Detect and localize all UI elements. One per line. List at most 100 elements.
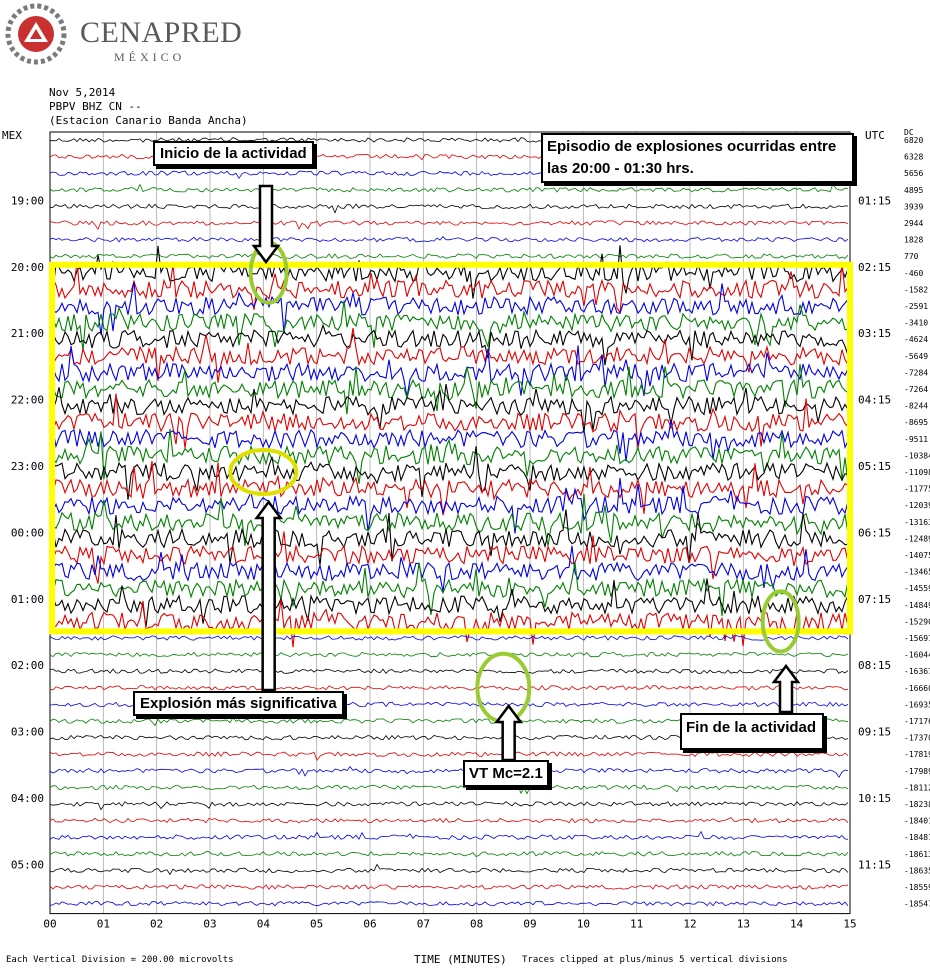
dc-offset-label: -11098 xyxy=(904,468,930,477)
dc-offset-label: -16935 xyxy=(904,700,930,709)
dc-offset-label: -18635 xyxy=(904,866,930,875)
dc-offset-label: -2591 xyxy=(904,302,928,311)
right-hour-label: 02:15 xyxy=(858,261,891,274)
dc-offset-label: -10384 xyxy=(904,451,930,460)
seismogram-trace xyxy=(49,531,849,584)
right-hour-label: 03:15 xyxy=(858,327,891,340)
left-hour-label: 00:00 xyxy=(11,526,44,539)
dc-offset-label: -9511 xyxy=(904,435,928,444)
vt-annotation: VT Mc=2.1 xyxy=(463,760,549,787)
right-hour-label: 01:15 xyxy=(858,194,891,207)
seismogram-trace xyxy=(49,562,849,617)
seismogram-trace xyxy=(49,784,849,795)
left-hour-label: 01:00 xyxy=(11,593,44,606)
event-circle xyxy=(228,448,299,496)
seismogram-trace xyxy=(49,236,849,243)
dc-offset-label: -14559 xyxy=(904,584,930,593)
right-hour-label: 08:15 xyxy=(858,659,891,672)
seismogram-trace xyxy=(49,900,849,907)
seismogram-trace xyxy=(49,327,849,383)
dc-offset-label: -18401 xyxy=(904,817,930,826)
dc-offset-label: -18547 xyxy=(904,900,930,909)
dc-offset-label: -17176 xyxy=(904,717,930,726)
seismogram-trace xyxy=(49,477,849,534)
dc-offset-label: -5649 xyxy=(904,352,928,361)
dc-offset-label: 770 xyxy=(904,252,919,261)
seismogram-trace xyxy=(49,884,849,890)
seismogram-trace xyxy=(49,261,849,315)
dc-offset-label: -1582 xyxy=(904,285,928,294)
station-code: PBPV BHZ CN -- xyxy=(49,100,142,113)
seismogram-trace xyxy=(49,685,849,691)
dc-offset-label: 6820 xyxy=(904,136,923,145)
seismogram-trace xyxy=(49,635,849,641)
left-hour-label: 02:00 xyxy=(11,659,44,672)
dc-offset-label: 5656 xyxy=(904,169,923,178)
episode-annotation: Episodio de explosiones ocurridas entre … xyxy=(541,133,854,183)
seismogram-trace xyxy=(49,578,849,627)
seismogram-trace xyxy=(49,250,849,259)
x-tick-label: 02 xyxy=(150,918,163,931)
end-arrow xyxy=(771,663,801,714)
x-axis-label: TIME (MINUTES) xyxy=(414,953,507,966)
seismogram-trace xyxy=(49,863,849,876)
dc-offset-label: -18481 xyxy=(904,833,930,842)
left-hour-label: 22:00 xyxy=(11,394,44,407)
seismogram-trace xyxy=(49,220,849,231)
seismogram-trace xyxy=(49,345,849,398)
seismogram-trace xyxy=(49,765,849,779)
dc-offset-label: -3410 xyxy=(904,319,928,328)
seismogram-trace xyxy=(49,420,849,462)
left-hour-label: 20:00 xyxy=(11,261,44,274)
seismogram-trace xyxy=(49,493,849,547)
dc-offset-label: -12489 xyxy=(904,534,930,543)
dc-offset-label: -18559 xyxy=(904,883,930,892)
left-hour-label: 04:00 xyxy=(11,792,44,805)
seismogram-trace xyxy=(49,651,849,658)
dc-offset-label: -16044 xyxy=(904,651,930,660)
dc-offset-label: -18613 xyxy=(904,850,930,859)
right-hour-label: 09:15 xyxy=(858,726,891,739)
end-annotation: Fin de la actividad xyxy=(680,713,825,750)
seismogram-trace xyxy=(49,851,849,857)
x-tick-label: 06 xyxy=(363,918,376,931)
cenapred-logo: CENAPRED MÉXICO xyxy=(4,2,242,70)
seismogram-trace xyxy=(49,751,849,762)
dc-offset-label: -13465 xyxy=(904,568,930,577)
dc-offset-label: -16660 xyxy=(904,684,930,693)
vt-arrow xyxy=(494,703,524,762)
x-tick-label: 11 xyxy=(630,918,643,931)
x-tick-label: 13 xyxy=(737,918,750,931)
logo-title: CENAPRED xyxy=(80,16,243,49)
seismogram-trace xyxy=(49,668,849,675)
seismogram-trace xyxy=(49,245,849,299)
dc-offset-label: -14849 xyxy=(904,601,930,610)
dc-offset-label: -7264 xyxy=(904,385,928,394)
right-hour-label: 05:15 xyxy=(858,460,891,473)
x-tick-label: 07 xyxy=(417,918,430,931)
left-hour-label: 03:00 xyxy=(11,726,44,739)
station-name: (Estacion Canario Banda Ancha) xyxy=(49,114,248,127)
dc-offset-label: -14075 xyxy=(904,551,930,560)
right-hour-label: 04:15 xyxy=(858,394,891,407)
seismogram-trace xyxy=(49,384,849,433)
left-hour-label: 21:00 xyxy=(11,327,44,340)
left-hour-label: 23:00 xyxy=(11,460,44,473)
dc-offset-label: 2944 xyxy=(904,219,923,228)
dc-offset-label: -12039 xyxy=(904,501,930,510)
seismogram-trace xyxy=(49,281,849,335)
biggest-explosion-annotation: Explosión más significativa xyxy=(133,691,344,716)
x-tick-label: 14 xyxy=(790,918,804,931)
seismogram-trace xyxy=(49,183,849,193)
tz-right-label: UTC xyxy=(865,129,885,142)
dc-offset-label: -460 xyxy=(904,269,923,278)
biggest-explosion-arrow xyxy=(254,499,284,692)
event-circle xyxy=(760,589,801,654)
dc-offset-label: -17819 xyxy=(904,750,930,759)
dc-offset-label: 6328 xyxy=(904,153,923,162)
dc-offset-label: -17370 xyxy=(904,734,930,743)
dc-offset-label: -7284 xyxy=(904,368,928,377)
start-arrow xyxy=(251,184,281,265)
x-tick-label: 00 xyxy=(43,918,56,931)
